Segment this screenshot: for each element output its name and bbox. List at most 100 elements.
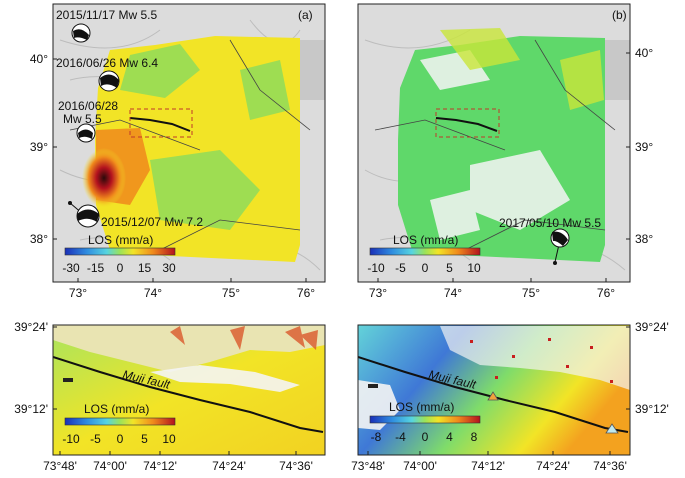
panel-d-muji-fault	[358, 356, 629, 433]
x-tick-label: 74°36'	[593, 459, 627, 473]
colorbar-b: LOS (mm/a) -10 -5 0 5 10	[367, 233, 481, 275]
colorbar-tick-label: 15	[138, 261, 152, 275]
colorbar-tick-label: -4	[395, 430, 406, 444]
y-tick-label: 39°24'	[635, 320, 669, 334]
colorbar-d: LOS (mm/a) -8 -4 0 4 8	[369, 400, 481, 444]
x-tick-label: 76°	[597, 286, 615, 300]
panel-a-green-patches	[120, 44, 290, 230]
colorbar-tick-label: 10	[467, 261, 481, 275]
y-tick-label: 38°	[635, 232, 653, 246]
x-tick-label: 73°48'	[43, 459, 77, 473]
panel-c-white-ridge	[150, 365, 300, 392]
colorbar-ramp	[64, 247, 176, 256]
colorbar-c: LOS (mm/a) -10 -5 0 5 10	[62, 402, 176, 446]
panel-b-muji-fault	[435, 117, 498, 132]
colorbar-tick-label: 5	[446, 261, 453, 275]
panel-d-speckle	[440, 326, 630, 390]
panel-b-gray-gap	[605, 40, 630, 100]
colorbar-ticks: -10 -5 0 5 10	[62, 432, 176, 446]
panel-d-frame	[357, 324, 631, 456]
x-tick-label: 76°	[297, 286, 315, 300]
colorbar-title: LOS (mm/a)	[84, 402, 149, 416]
panel-a: 2015/11/17 Mw 5.5 2016/06/26 Mw 6.4 2016…	[30, 3, 326, 300]
x-tick-label: 75°	[222, 286, 240, 300]
colorbar-ticks: -30 -15 0 15 30	[62, 261, 176, 275]
y-tick-label: 39°	[30, 140, 48, 154]
x-tick-label: 74°	[144, 286, 162, 300]
panel-b-yellow-patches	[440, 28, 604, 110]
panel-d-red-dots	[470, 338, 613, 383]
panel-b: 2017/05/10 Mw 5.5 (b) LOS (mm/a) -10 -5 0 5…	[357, 3, 653, 300]
panel-a-deformation-lobe	[82, 148, 126, 208]
colorbar-ramp	[369, 415, 481, 424]
beachball-icon	[71, 23, 91, 43]
event-label: 2015/12/07 Mw 7.2	[101, 215, 203, 229]
colorbar-tick-label: -10	[62, 432, 80, 446]
gps-station-icon	[487, 391, 499, 401]
colorbar-a: LOS (mm/a) -30 -15 0 15 30	[62, 233, 176, 275]
colorbar-tick-label: 10	[162, 432, 176, 446]
panel-d: Muji fault LOS (mm/a) -8 -4 0 4 8 73°48' 74°0…	[351, 320, 669, 473]
colorbar-tick-label: 0	[422, 430, 429, 444]
colorbar-ticks: -8 -4 0 4 8	[371, 430, 478, 444]
beachball-icon	[68, 201, 100, 228]
colorbar-tick-label: 0	[422, 261, 429, 275]
x-tick-label: 74°00'	[403, 459, 437, 473]
x-tick-label: 74°36'	[279, 459, 313, 473]
x-tick-label: 74°12'	[143, 459, 177, 473]
y-tick-label: 38°	[30, 232, 48, 246]
panel-a-study-box	[129, 108, 193, 138]
panel-label: (a)	[298, 8, 313, 22]
event-label: 2017/05/10 Mw 5.5	[499, 216, 601, 230]
colorbar-title: LOS (mm/a)	[393, 233, 458, 247]
x-tick-label: 74°24'	[536, 459, 570, 473]
colorbar-title: LOS (mm/a)	[88, 233, 153, 247]
axes-a: 73° 74° 75° 76° 40° 39° 38°	[30, 52, 315, 300]
axes-d: 73°48' 74°00' 74°12' 74°24' 74°36' 39°24' 39°1…	[351, 320, 669, 473]
panel-a-gray-gap	[300, 40, 325, 100]
colorbar-tick-label: 0	[117, 432, 124, 446]
y-tick-label: 39°24'	[14, 320, 48, 334]
event-label: 2016/06/26 Mw 6.4	[56, 56, 158, 70]
beachball-icon	[550, 228, 570, 265]
colorbar-tick-label: 30	[162, 261, 176, 275]
colorbar-title: LOS (mm/a)	[389, 400, 454, 414]
gps-station-icon	[605, 423, 619, 434]
colorbar-tick-label: 5	[141, 432, 148, 446]
panel-c: Muji fault LOS (mm/a) -10 -5 0 5 10 73°48' 74…	[14, 320, 326, 473]
x-tick-label: 73°48'	[351, 459, 385, 473]
colorbar-tick-label: 4	[446, 430, 453, 444]
panel-b-light-patches	[420, 50, 570, 240]
x-tick-label: 74°	[444, 286, 462, 300]
panel-c-north-mountains	[53, 325, 325, 372]
axes-b: 73° 74° 75° 76° 40° 39° 38°	[369, 46, 653, 300]
colorbar-tick-label: -8	[371, 430, 382, 444]
x-tick-label: 74°12'	[471, 459, 505, 473]
event-label: 2016/06/28	[58, 99, 118, 113]
x-tick-label: 73°	[69, 286, 87, 300]
panel-c-muji-fault	[53, 356, 324, 433]
x-tick-label: 74°00'	[93, 459, 127, 473]
panel-b-fault-traces	[374, 39, 616, 251]
colorbar-tick-label: 0	[117, 261, 124, 275]
y-tick-label: 40°	[30, 52, 48, 66]
colorbar-tick-label: -5	[395, 261, 406, 275]
x-tick-label: 75°	[522, 286, 540, 300]
x-tick-label: 73°	[369, 286, 387, 300]
panel-b-frame	[357, 3, 631, 283]
y-tick-label: 39°12'	[14, 402, 48, 416]
colorbar-ticks: -10 -5 0 5 10	[367, 261, 481, 275]
colorbar-tick-label: -5	[90, 432, 101, 446]
colorbar-tick-label: -10	[367, 261, 385, 275]
y-tick-label: 39°	[635, 140, 653, 154]
colorbar-ramp	[369, 247, 481, 256]
event-label: 2015/11/17 Mw 5.5	[56, 8, 158, 22]
panel-label: (b)	[612, 8, 627, 22]
y-tick-label: 39°12'	[635, 402, 669, 416]
axes-c: 73°48' 74°00' 74°12' 74°24' 74°36' 39°24' 39°1…	[14, 320, 313, 473]
panel-a-frame	[52, 3, 326, 283]
beachball-icon	[98, 70, 120, 92]
beachball-icon	[76, 123, 96, 143]
panel-c-red-streaks	[170, 326, 318, 350]
